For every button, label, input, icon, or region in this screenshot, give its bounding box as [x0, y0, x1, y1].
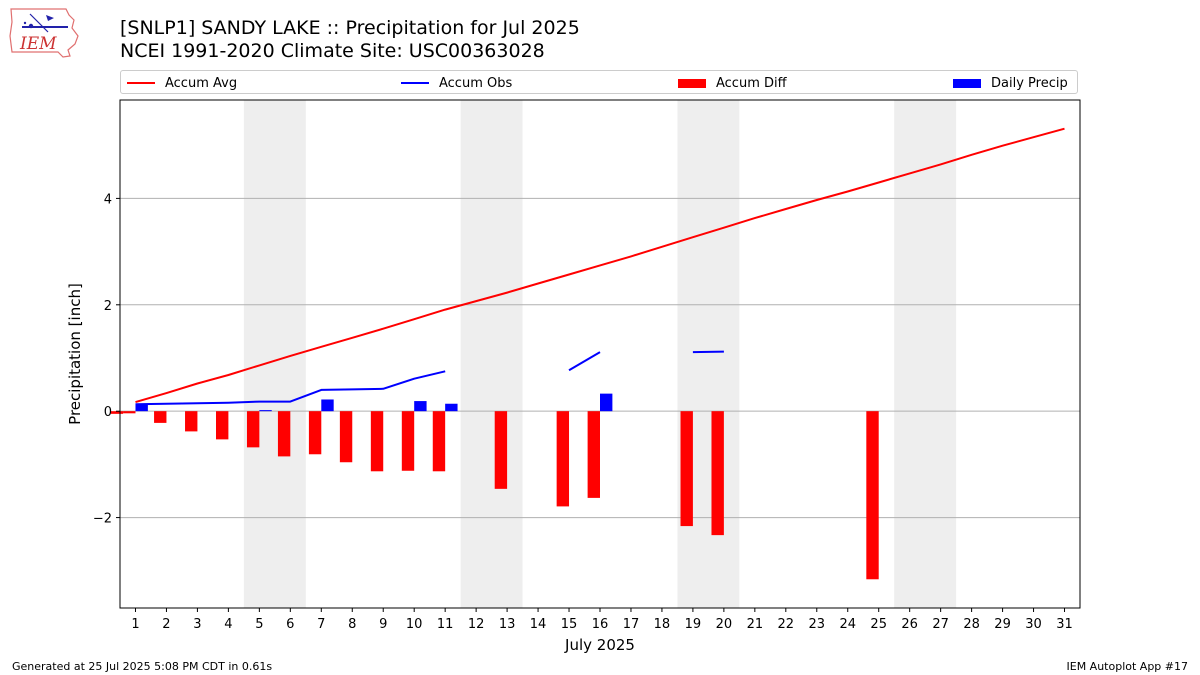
accum-obs-line: [568, 351, 601, 372]
x-tick-label: 23: [809, 617, 826, 632]
accum-obs-line: [135, 370, 446, 406]
x-tick-label: 16: [592, 617, 609, 632]
x-tick-label: 21: [747, 617, 764, 632]
series-lines: [135, 127, 1065, 406]
x-tick-label: 6: [286, 617, 294, 632]
x-tick-label: 1: [131, 617, 139, 632]
legend-label-accum-avg: Accum Avg: [165, 75, 238, 91]
legend-label-daily-precip: Daily Precip: [991, 75, 1068, 91]
x-axis: 1 2 3 4 5 6 7 8 9 10 11 12 13 14 15 16 17 18 19 20 21 22 23 24 2…: [131, 608, 1073, 632]
x-tick-label: 8: [348, 617, 356, 632]
x-tick-label: 17: [623, 617, 640, 632]
accum-diff-bar: [866, 411, 879, 580]
legend-swatch-accum-avg: [127, 82, 155, 84]
weekend-band: [677, 100, 740, 608]
accum-obs-line: [692, 350, 724, 354]
accum-diff-bar: [401, 411, 415, 471]
bars: [110, 393, 879, 580]
x-tick-label: 30: [1025, 617, 1042, 632]
x-tick-label: 11: [437, 617, 454, 632]
accum-diff-bar: [370, 411, 384, 472]
legend-swatch-daily-precip: [953, 78, 981, 88]
accum-diff-bar: [216, 411, 229, 440]
legend-swatch-accum-diff: [678, 78, 706, 88]
footer-app-id: IEM Autoplot App #17: [1066, 660, 1189, 673]
x-tick-label: 9: [379, 617, 387, 632]
accum-diff-bar: [277, 411, 291, 457]
accum-diff-bar: [432, 411, 446, 472]
x-tick-label: 12: [468, 617, 485, 632]
y-tick-label: 2: [104, 299, 112, 314]
daily-precip-bar: [259, 410, 272, 412]
y-tick-label: −2: [93, 512, 112, 527]
x-tick-label: 5: [255, 617, 263, 632]
x-tick-label: 15: [561, 617, 578, 632]
y-tick-label: 4: [104, 192, 112, 207]
accum-diff-bar: [154, 411, 167, 423]
logo-text: IEM: [19, 34, 57, 54]
accum-diff-bar: [308, 411, 322, 455]
legend-label-accum-obs: Accum Obs: [439, 75, 513, 91]
x-tick-label: 7: [317, 617, 325, 632]
x-tick-label: 29: [994, 617, 1011, 632]
x-tick-label: 4: [224, 617, 232, 632]
legend-item-daily-precip: Daily Precip: [953, 74, 1068, 92]
x-tick-label: 26: [901, 617, 918, 632]
x-tick-label: 28: [963, 617, 980, 632]
x-tick-label: 20: [716, 617, 733, 632]
legend-item-accum-avg: Accum Avg: [127, 74, 237, 92]
x-tick-label: 2: [162, 617, 170, 632]
iem-logo: IEM: [9, 8, 79, 58]
legend-item-accum-obs: Accum Obs: [401, 74, 512, 92]
legend-label-accum-diff: Accum Diff: [716, 75, 787, 91]
daily-precip-bar: [135, 404, 148, 412]
accum-diff-bar: [123, 411, 136, 414]
x-tick-label: 10: [406, 617, 423, 632]
weekend-band: [460, 100, 523, 608]
y-axis: −2 0 2 4: [93, 192, 120, 527]
x-tick-label: 31: [1056, 617, 1073, 632]
weekend-band: [894, 100, 957, 608]
x-tick-label: 22: [778, 617, 795, 632]
chart-subtitle: NCEI 1991-2020 Climate Site: USC00363028: [120, 40, 545, 62]
iowa-outline-icon: [9, 8, 79, 58]
accum-diff-bar: [680, 411, 693, 527]
x-tick-label: 18: [654, 617, 671, 632]
accum-diff-bar: [587, 411, 600, 498]
legend-item-accum-diff: Accum Diff: [678, 74, 787, 92]
x-tick-label: 3: [193, 617, 201, 632]
x-tick-label: 27: [932, 617, 949, 632]
x-tick-label: 25: [870, 617, 887, 632]
x-axis-label: July 2025: [564, 636, 635, 654]
x-tick-label: 13: [499, 617, 516, 632]
accum-diff-bar: [556, 411, 570, 507]
x-tick-label: 19: [685, 617, 702, 632]
daily-precip-bar: [600, 393, 613, 412]
y-tick-label: 0: [104, 405, 112, 420]
x-tick-label: 24: [839, 617, 856, 632]
daily-precip-bar: [321, 399, 334, 412]
daily-precip-bar: [445, 403, 458, 412]
accum-diff-bar: [246, 411, 260, 448]
accum-avg-line: [135, 127, 1065, 404]
legend-swatch-accum-obs: [401, 82, 429, 84]
y-axis-label: Precipitation [inch]: [66, 283, 84, 425]
accum-diff-bar: [185, 411, 198, 432]
legend: Accum Avg Accum Obs Accum Diff Daily Pre…: [120, 70, 1078, 94]
weekend-shading: [243, 100, 957, 608]
accum-diff-bar: [711, 411, 724, 536]
chart-title: [SNLP1] SANDY LAKE :: Precipitation for …: [120, 17, 580, 39]
accum-diff-bar: [110, 411, 124, 414]
footer-generated: Generated at 25 Jul 2025 5:08 PM CDT in …: [12, 660, 273, 673]
x-tick-label: 14: [530, 617, 547, 632]
accum-diff-bar: [494, 411, 508, 489]
daily-precip-bar: [414, 401, 427, 412]
accum-diff-bar: [339, 411, 353, 463]
